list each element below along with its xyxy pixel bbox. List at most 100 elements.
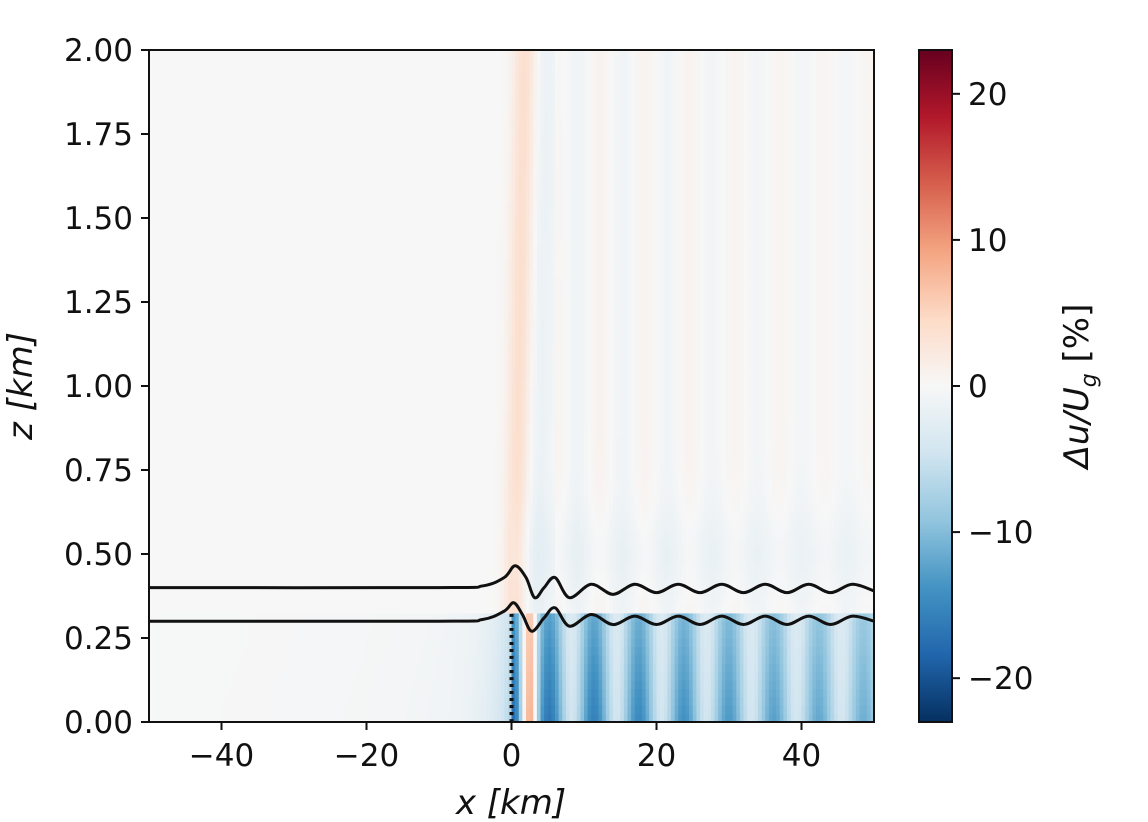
heatmap-cell [232,629,237,639]
heatmap-cell [602,646,607,656]
heatmap-cell [663,554,668,563]
heatmap-cell [819,579,824,589]
heatmap-cell [500,596,505,605]
heatmap-cell [471,680,476,689]
heatmap-cell [188,528,194,538]
heatmap-cell [714,671,719,681]
heatmap-cell [812,554,817,563]
heatmap-cell [540,554,545,563]
heatmap-cell [243,621,248,631]
heatmap-cell [587,646,592,656]
heatmap-cell [518,629,523,639]
heatmap-cell [739,629,745,639]
heatmap-cell [663,638,668,647]
heatmap-cell [181,545,186,555]
heatmap-cell [580,705,585,715]
heatmap-cell [239,629,244,639]
heatmap-cell [304,587,310,597]
heatmap-cell [718,545,723,555]
heatmap-cell [290,570,295,580]
heatmap-cell [609,680,614,689]
heatmap-cell [562,512,567,521]
heatmap-cell [859,629,864,639]
heatmap-cell [152,663,157,673]
heatmap-cell [779,545,784,555]
heatmap-cell [656,512,661,521]
heatmap-cell [326,520,331,530]
heatmap-cell [486,570,491,580]
heatmap-cell [522,680,527,689]
heatmap-cell [565,705,571,715]
heatmap-cell [656,604,661,614]
heatmap-cell [834,696,839,706]
heatmap-cell [747,621,752,631]
heatmap-cell [642,537,647,547]
heatmap-cell [714,528,719,538]
heatmap-cell [620,621,625,631]
heatmap-cell [439,713,444,722]
heatmap-cell [584,512,589,521]
heatmap-cell [609,688,614,698]
heatmap-cell [801,713,806,722]
heatmap-cell [362,612,368,622]
heatmap-cell [732,688,737,698]
heatmap-cell [283,696,288,706]
heatmap-cell [428,537,433,547]
heatmap-cell [758,671,763,681]
heatmap-cell [304,612,310,622]
heatmap-cell [402,520,407,530]
heatmap-cell [689,680,694,689]
heatmap-cell [424,604,429,614]
heatmap-cell [413,537,418,547]
heatmap-cell [355,512,360,521]
heatmap-cell [522,713,527,722]
heatmap-cell [442,570,447,580]
heatmap-cell [663,512,668,521]
heatmap-cell [859,663,864,673]
heatmap-cell [834,680,839,689]
heatmap-cell [729,688,734,698]
heatmap-cell [384,688,389,698]
heatmap-cell [420,528,426,538]
heatmap-cell [573,688,578,698]
heatmap-cell [210,646,215,656]
heatmap-cell [819,629,824,639]
heatmap-cell [301,554,306,563]
heatmap-cell [308,554,313,563]
heatmap-cell [750,604,755,614]
heatmap-cell [739,696,745,706]
heatmap-cell [591,528,596,538]
heatmap-cell [671,688,676,698]
heatmap-cell [689,596,694,605]
heatmap-cell [729,713,734,722]
heatmap-cell [801,646,806,656]
heatmap-cell [355,663,360,673]
heatmap-cell [718,671,723,681]
heatmap-cell [391,671,397,681]
heatmap-cell [863,596,868,605]
heatmap-cell [265,688,270,698]
heatmap-cell [671,554,676,563]
heatmap-cell [159,604,165,614]
heatmap-cell [500,604,505,614]
heatmap-cell [547,570,552,580]
heatmap-cell [797,562,803,572]
heatmap-cell [772,680,777,689]
heatmap-cell [446,520,451,530]
heatmap-cell [167,545,172,555]
heatmap-cell [236,629,241,639]
heatmap-cell [333,671,339,681]
heatmap-cell [435,629,440,639]
heatmap-cell [170,587,175,597]
heatmap-cell [616,654,621,664]
heatmap-cell [754,680,759,689]
heatmap-cell [812,663,817,673]
heatmap-cell [294,570,299,580]
heatmap-cell [428,671,433,681]
heatmap-cell [268,663,273,673]
heatmap-cell [518,646,523,656]
heatmap-cell [500,579,505,589]
heatmap-cell [352,520,357,530]
heatmap-cell [819,537,824,547]
heatmap-cell [718,570,723,580]
